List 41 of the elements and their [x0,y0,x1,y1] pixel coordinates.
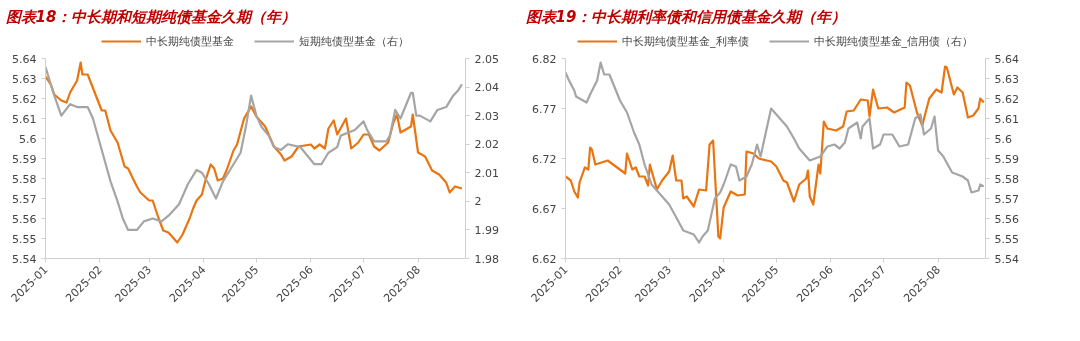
y-tick-label: 5.58 [12,172,37,186]
y-tick-label: 5.57 [12,192,37,206]
y-tick-label: 6.62 [532,252,557,266]
chart-title: 图表19：中长期利率债和信用债基金久期（年） [525,7,847,26]
y-tick-label: 6.67 [532,202,557,216]
y2-tick-label: 2 [474,195,482,209]
y-tick-label: 5.59 [12,152,37,166]
legend-label: 中长期纯债型基金 [146,33,234,49]
y2-tick-label: 5.61 [994,112,1019,126]
y2-tick-label: 5.54 [994,252,1019,266]
y-tick-label: 5.6 [19,132,37,146]
y2-tick-label: 2.04 [474,81,499,95]
y-tick-label: 5.64 [12,52,37,66]
y2-tick-label: 5.55 [994,232,1019,246]
legend-label: 中长期纯债型基金_利率债 [622,33,749,49]
y-tick-label: 6.72 [532,152,557,166]
y2-tick-label: 5.59 [994,152,1019,166]
y-tick-label: 6.77 [532,102,557,116]
y2-tick-label: 5.6 [994,132,1012,146]
y2-tick-label: 5.58 [994,172,1019,186]
y2-tick-label: 2.05 [474,52,499,66]
y2-tick-label: 5.56 [994,212,1019,226]
y-tick-label: 5.54 [12,252,37,266]
y2-tick-label: 2.03 [474,109,499,123]
y2-tick-label: 5.63 [994,72,1019,86]
y2-tick-label: 2.02 [474,138,499,152]
y-tick-label: 5.55 [12,232,37,246]
y-tick-label: 5.56 [12,212,37,226]
y-tick-label: 6.82 [532,52,557,66]
chart-title: 图表18：中长期和短期纯债基金久期（年） [5,7,297,26]
y2-tick-label: 1.99 [474,223,499,237]
y2-tick-label: 2.01 [474,166,499,180]
legend-label: 中长期纯债型基金_信用债（右） [813,33,973,49]
y-tick-label: 5.62 [12,92,37,106]
y-tick-label: 5.63 [12,72,37,86]
y-tick-label: 5.61 [12,112,37,126]
y2-tick-label: 5.64 [994,52,1019,66]
y2-tick-label: 5.57 [994,192,1019,206]
legend-label: 短期纯债型基金（右） [299,33,409,49]
y2-tick-label: 5.62 [994,92,1019,106]
y2-tick-label: 1.98 [474,252,499,266]
